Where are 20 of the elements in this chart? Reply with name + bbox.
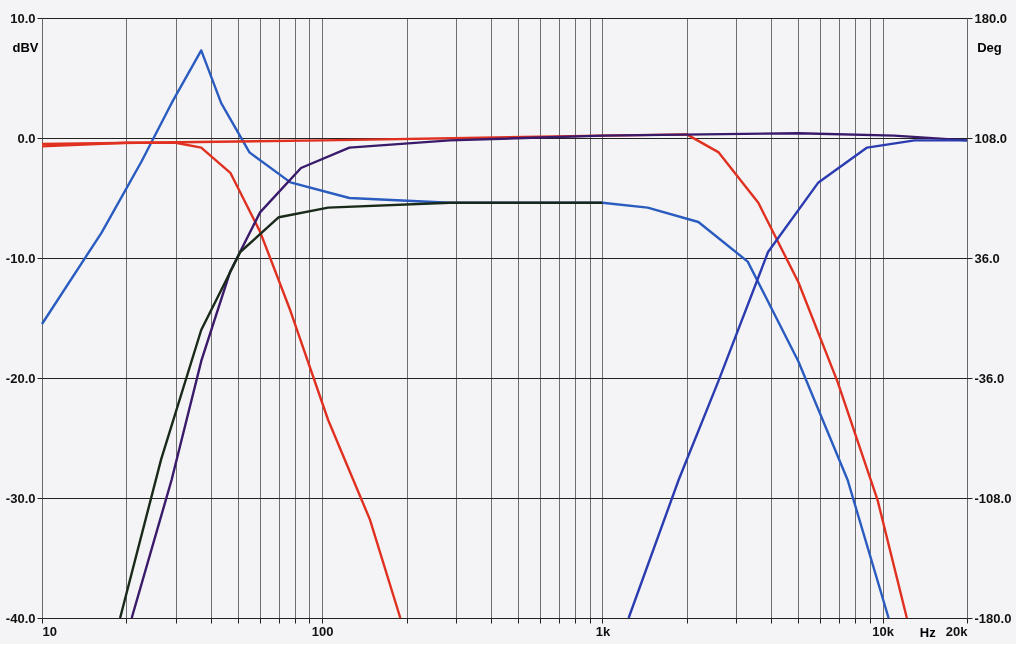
y2-tick-label: 180.0 [974,10,1008,26]
x-tick-label: 20k [945,623,969,639]
x-axis-title: Hz [919,624,937,640]
x-tick-label: 1k [595,623,611,639]
x-tick-label: 100 [311,623,334,639]
x-tick-label: 10k [872,623,895,639]
y2-tick-label: 36.0 [974,250,1000,266]
y-axis-title: dBV [12,39,39,55]
y2-tick-label: -36.0 [974,370,1005,386]
y-tick-label: -20.0 [5,370,36,386]
y-tick-label: 10.0 [10,10,36,26]
y2-tick-label: 108.0 [974,130,1008,146]
y2-tick-label: -180.0 [974,610,1012,626]
y-tick-label: -40.0 [5,610,36,626]
y-tick-label: -10.0 [5,250,36,266]
y-tick-label: 0.0 [17,130,36,146]
y2-tick-label: -108.0 [974,490,1012,506]
y2-axis-title: Deg [977,39,1002,55]
y-tick-label: -30.0 [5,490,36,506]
x-tick-label: 10 [42,623,57,639]
